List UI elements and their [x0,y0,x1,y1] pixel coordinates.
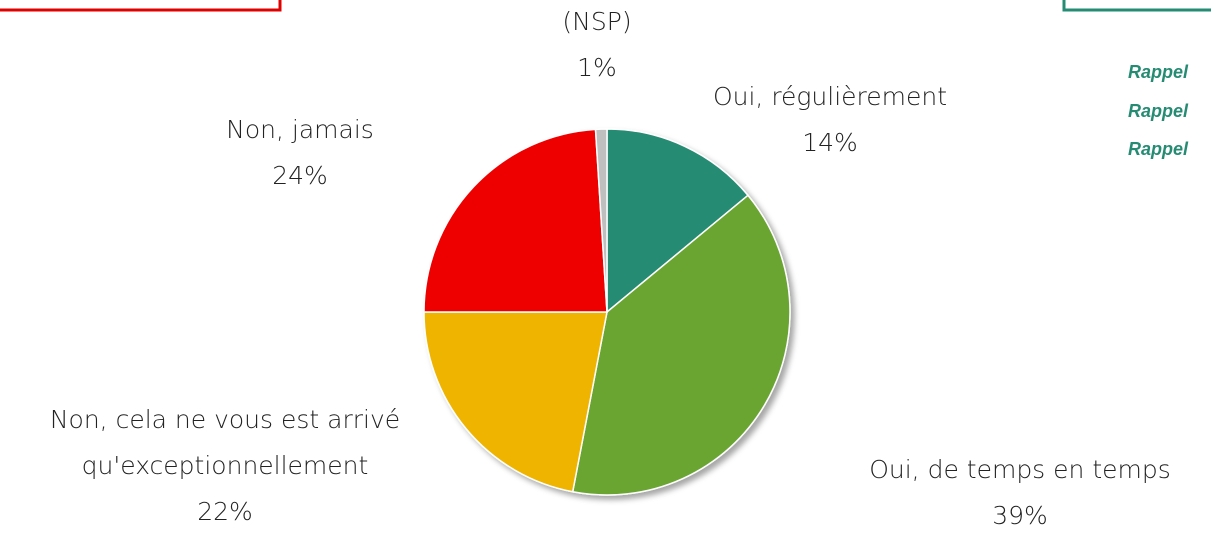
slice-value: 22% [197,497,253,526]
slice-label: Oui, régulièrement 14% [670,74,990,166]
slice-name: Non, cela ne vous est arrivé qu'exceptio… [49,405,401,480]
slice-value: 24% [272,161,328,190]
slice-label: Non, jamais 24% [170,107,430,199]
annotation: Rappel [1128,139,1189,159]
slice-label: Oui, de temps en temps 39% [840,447,1200,539]
slice-name: (NSP) [562,7,632,36]
slice-value: 39% [992,501,1048,530]
chart [0,0,1211,496]
frame-teal [1062,0,1211,12]
pie-slice [423,128,608,313]
slice-label: Non, cela ne vous est arrivé qu'exceptio… [30,397,420,535]
pie-slice [571,194,791,496]
slice-label: (NSP) 1% [517,0,677,91]
pie-slice [594,128,608,313]
slice-name: Non, jamais [226,115,374,144]
slice-value: 14% [802,128,858,157]
pie-slice [423,311,608,493]
pie [423,128,791,496]
slice-name: Oui, régulièrement [712,82,948,111]
annotation: Rappel [1128,62,1189,82]
slice-name: Oui, de temps en temps [869,455,1171,484]
frame-red [0,0,282,12]
annotation: Rappel [1128,101,1189,121]
slice-value: 1% [577,53,617,82]
pie-slice [606,128,750,314]
